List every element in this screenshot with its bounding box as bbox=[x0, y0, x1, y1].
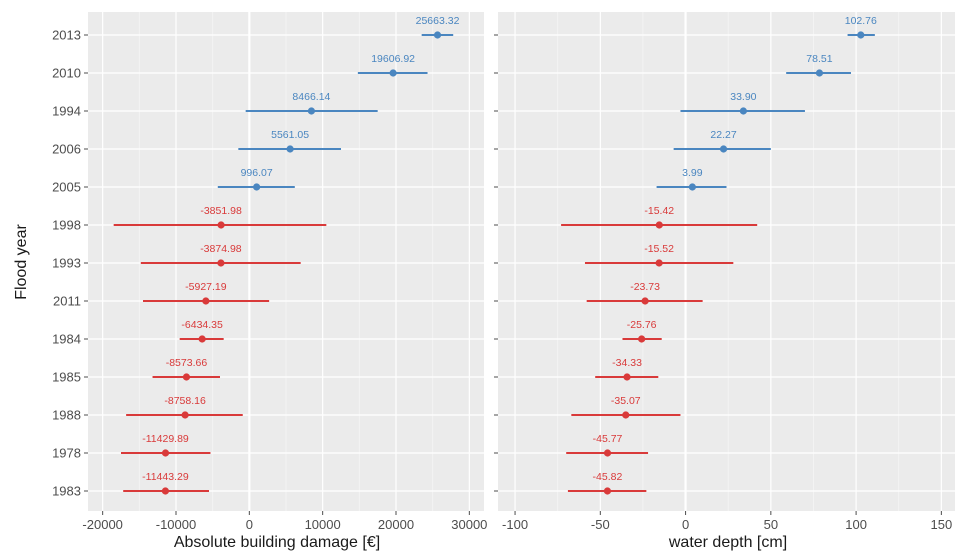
estimate-point bbox=[638, 335, 646, 343]
estimate-point bbox=[603, 487, 612, 495]
x-tick-label: 0 bbox=[682, 517, 689, 532]
estimate-point bbox=[603, 449, 612, 457]
estimate-point bbox=[253, 183, 261, 191]
value-label: 78.51 bbox=[806, 53, 832, 65]
panel-background bbox=[498, 12, 955, 511]
x-tick-label: -50 bbox=[591, 517, 610, 532]
value-label: -5927.19 bbox=[185, 281, 227, 293]
y-tick-label: 1984 bbox=[52, 332, 81, 347]
y-tick-label: 1994 bbox=[52, 104, 81, 119]
estimate-point bbox=[182, 373, 191, 381]
value-label: -3874.98 bbox=[200, 243, 242, 255]
panel-water-depth: -100 -50 0 50 100 150 102.76 78.51 33.90 22.27 3.9… bbox=[494, 12, 955, 532]
value-label: -45.77 bbox=[593, 433, 623, 445]
value-label: -15.52 bbox=[644, 243, 674, 255]
estimate-point bbox=[623, 373, 631, 381]
y-tick-label: 1988 bbox=[52, 408, 81, 423]
value-label: 102.76 bbox=[845, 15, 877, 27]
x-tick-label: 20000 bbox=[378, 517, 414, 532]
x-tick-label: 100 bbox=[845, 517, 867, 532]
y-tick-label: 1993 bbox=[52, 256, 81, 271]
value-label: -34.33 bbox=[612, 357, 642, 369]
value-label: 25663.32 bbox=[416, 15, 460, 27]
y-tick-label: 1983 bbox=[52, 484, 81, 499]
x-tick-label: -20000 bbox=[82, 517, 122, 532]
value-label: -3851.98 bbox=[200, 205, 242, 217]
estimate-point bbox=[655, 221, 663, 229]
x-axis-title-building-damage: Absolute building damage [€] bbox=[174, 534, 380, 551]
x-tick-label: -10000 bbox=[156, 517, 196, 532]
value-label: -35.07 bbox=[611, 395, 641, 407]
value-label: 996.07 bbox=[241, 167, 273, 179]
x-tick-label: 150 bbox=[931, 517, 953, 532]
panel-building-damage: -20000 -10000 0 10000 20000 30000 2013 2010 1994… bbox=[52, 12, 487, 532]
value-label: 5561.05 bbox=[271, 129, 309, 141]
y-tick-label: 2010 bbox=[52, 66, 81, 81]
value-label: 22.27 bbox=[710, 129, 736, 141]
estimate-point bbox=[641, 297, 649, 305]
estimate-point bbox=[161, 449, 170, 457]
value-label: -15.42 bbox=[644, 205, 674, 217]
x-axis-title-water-depth: water depth [cm] bbox=[668, 534, 787, 551]
y-tick-label: 2013 bbox=[52, 28, 81, 43]
y-axis-title: Flood year bbox=[13, 224, 30, 300]
x-tick-label: -100 bbox=[502, 517, 528, 532]
estimate-point bbox=[389, 69, 397, 77]
value-label: -23.73 bbox=[630, 281, 660, 293]
estimate-point bbox=[815, 69, 824, 77]
estimate-point bbox=[181, 411, 189, 419]
value-label: -6434.35 bbox=[181, 319, 223, 331]
estimate-point bbox=[622, 411, 630, 419]
value-label: -25.76 bbox=[627, 319, 657, 331]
x-tick-label: 50 bbox=[764, 517, 778, 532]
estimate-point bbox=[857, 31, 865, 39]
y-tick-label: 2006 bbox=[52, 142, 81, 157]
estimate-point bbox=[739, 107, 747, 115]
value-label: 19606.92 bbox=[371, 53, 415, 65]
estimate-point bbox=[286, 145, 294, 153]
value-label: -45.82 bbox=[593, 471, 623, 483]
estimate-point bbox=[202, 297, 210, 305]
value-label: -8573.66 bbox=[166, 357, 208, 369]
estimate-point bbox=[161, 487, 170, 495]
estimate-point bbox=[217, 221, 225, 229]
y-tick-label: 2005 bbox=[52, 180, 81, 195]
y-tick-label: 1978 bbox=[52, 446, 81, 461]
estimate-point bbox=[433, 31, 442, 39]
estimate-point bbox=[307, 107, 316, 115]
value-label: -11443.29 bbox=[142, 471, 189, 483]
x-tick-label: 30000 bbox=[451, 517, 487, 532]
x-tick-label: 0 bbox=[246, 517, 253, 532]
y-tick-label: 1998 bbox=[52, 218, 81, 233]
value-label: -8758.16 bbox=[164, 395, 206, 407]
value-label: -11429.89 bbox=[142, 433, 189, 445]
estimate-point bbox=[217, 259, 225, 267]
y-tick-label: 2011 bbox=[53, 294, 81, 309]
estimate-point bbox=[688, 183, 696, 191]
value-label: 8466.14 bbox=[292, 91, 330, 103]
estimate-point bbox=[198, 335, 206, 343]
x-tick-label: 10000 bbox=[305, 517, 341, 532]
estimate-point bbox=[655, 259, 663, 267]
value-label: 3.99 bbox=[682, 167, 703, 179]
estimate-point bbox=[719, 145, 728, 153]
y-tick-label: 1985 bbox=[52, 370, 81, 385]
value-label: 33.90 bbox=[730, 91, 756, 103]
